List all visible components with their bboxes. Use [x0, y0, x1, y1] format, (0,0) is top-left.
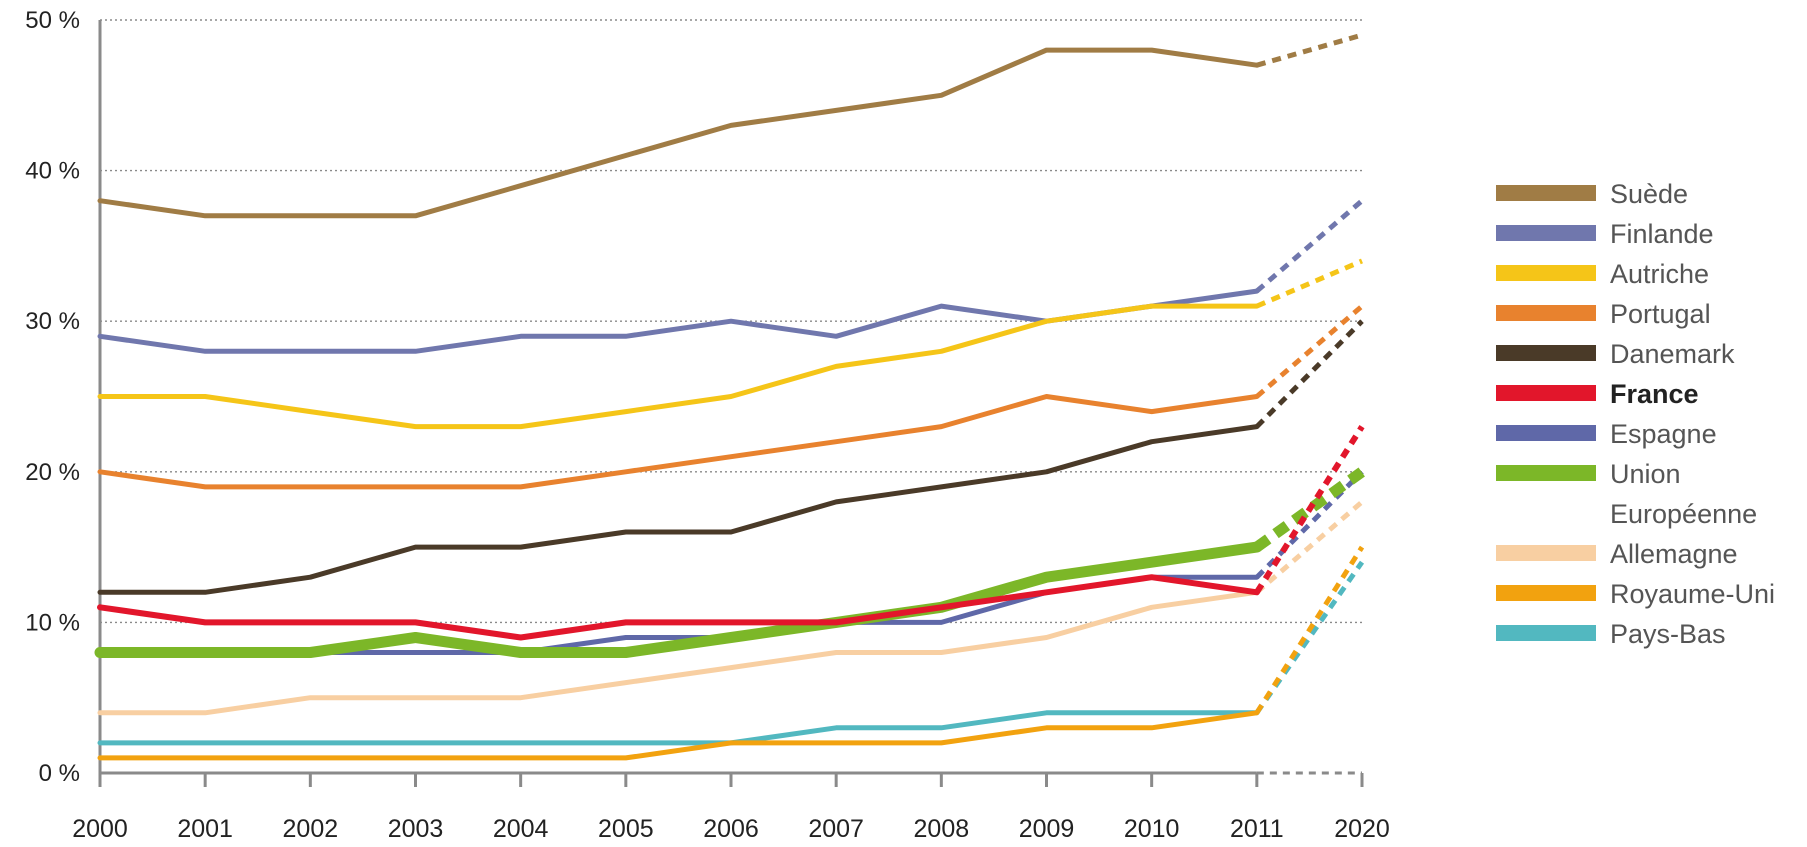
y-tick-label: 10 % — [25, 609, 80, 636]
y-tick-label: 40 % — [25, 158, 80, 185]
legend-swatch — [1496, 585, 1596, 601]
series-projection-line — [1255, 198, 1364, 293]
legend-swatch — [1496, 425, 1596, 441]
legend-swatch — [1496, 385, 1596, 401]
series-line — [97, 574, 1260, 641]
series-line — [97, 710, 1260, 761]
legend-label: Finlande — [1610, 219, 1714, 249]
legend-label: Pays-Bas — [1610, 619, 1726, 649]
series-projection-line — [1254, 545, 1365, 715]
series-projection-line — [1256, 32, 1363, 68]
x-tick-label: 2006 — [703, 815, 759, 843]
x-tick-labels: 2000 2001 2002 2003 2004 2005 2006 2007 2008 2009… — [72, 815, 1390, 843]
series-projection-line — [1254, 425, 1365, 594]
series-projection-line — [1255, 304, 1364, 399]
x-tick-label: 2008 — [914, 815, 970, 843]
series-lines — [94, 32, 1366, 761]
series-line — [97, 288, 1260, 354]
legend: Suède Finlande Autriche Portugal Danemark Fra… — [1496, 179, 1775, 649]
x-tick-label: 2001 — [177, 815, 233, 843]
x-tick-label: 2000 — [72, 815, 128, 843]
legend-label: Royaume-Uni — [1610, 579, 1775, 609]
x-tick-label: 2003 — [388, 815, 444, 843]
x-tick-label: 2011 — [1230, 815, 1284, 843]
series-projection-line — [1254, 560, 1365, 715]
legend-swatch — [1496, 225, 1596, 241]
x-tick-label: 2004 — [493, 815, 549, 843]
legend-label: Suède — [1610, 179, 1688, 209]
x-tick-label: 2020 — [1334, 815, 1390, 843]
legend-label: Autriche — [1610, 259, 1709, 289]
legend-label: Portugal — [1610, 299, 1711, 329]
legend-swatch — [1496, 185, 1596, 201]
legend-label: Danemark — [1610, 339, 1735, 369]
y-tick-label: 0 % — [39, 760, 80, 787]
series-projection-line — [1255, 258, 1363, 309]
series-line — [97, 589, 1260, 716]
x-tick-label: 2009 — [1019, 815, 1075, 843]
y-tick-label: 30 % — [25, 308, 80, 335]
legend-label: France — [1610, 379, 1699, 409]
legend-label: Union — [1610, 459, 1681, 489]
y-tick-label: 20 % — [25, 459, 80, 486]
series-line — [97, 424, 1260, 595]
series-line — [97, 303, 1260, 430]
legend-swatch — [1496, 465, 1596, 481]
series-line — [97, 710, 1260, 746]
y-tick-labels: 0 % 10 % 20 % 30 % 40 % 50 % — [25, 7, 80, 787]
legend-label: Allemagne — [1610, 539, 1738, 569]
legend-swatch — [1496, 345, 1596, 361]
legend-swatch — [1496, 545, 1596, 561]
series-line — [94, 541, 1263, 658]
series-projection-line — [1255, 500, 1364, 595]
series-line — [97, 47, 1260, 219]
x-tick-label: 2005 — [598, 815, 654, 843]
legend-swatch — [1496, 265, 1596, 281]
x-tick-label: 2007 — [808, 815, 864, 843]
series-projection-line — [1255, 470, 1364, 579]
legend-label: Espagne — [1610, 419, 1717, 449]
series-projection-line — [1255, 319, 1364, 429]
axes — [98, 20, 1364, 787]
x-tick-label: 2010 — [1124, 815, 1180, 843]
x-tick-label: 2002 — [283, 815, 339, 843]
legend-swatch — [1496, 625, 1596, 641]
legend-swatch — [1496, 305, 1596, 321]
series-line — [97, 394, 1260, 490]
y-tick-label: 50 % — [25, 7, 80, 34]
legend-label: Européenne — [1610, 499, 1757, 529]
